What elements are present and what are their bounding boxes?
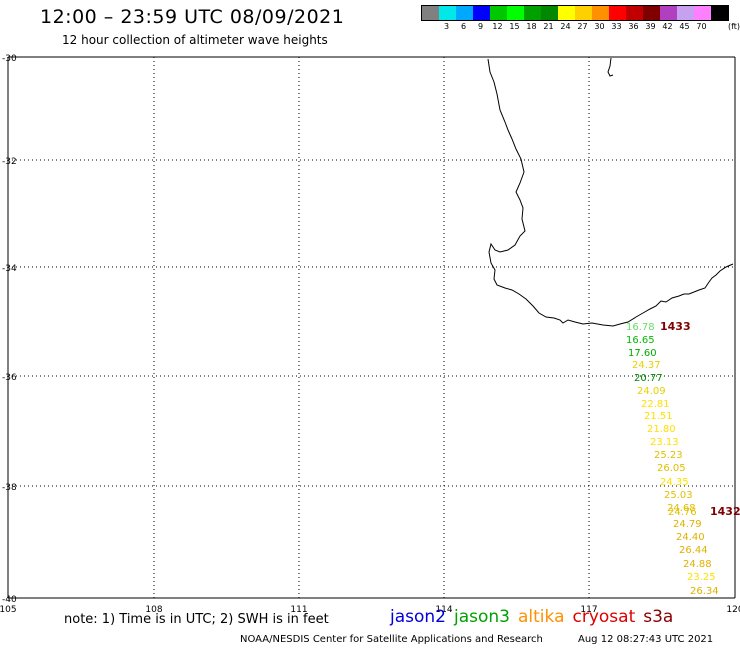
legend-label: 36 — [628, 22, 639, 31]
longitude-label: 117 — [580, 605, 597, 615]
longitude-label: 120 — [726, 605, 740, 615]
latitude-labels: -30 -32 -34 -36 -38 -40 — [2, 54, 17, 605]
wave-height-value: 20.77 — [634, 373, 663, 384]
legend-label: 15 — [509, 22, 520, 31]
legend-label: 33 — [611, 22, 622, 31]
legend-swatch — [456, 6, 473, 20]
generated-timestamp: Aug 12 08:27:43 UTC 2021 — [578, 634, 714, 645]
legend-label: 39 — [645, 22, 656, 31]
longitude-label: 108 — [145, 605, 162, 615]
satellite-label: altika — [518, 607, 565, 627]
satellite-label: jason2 — [390, 607, 446, 627]
latitude-label: -30 — [2, 54, 17, 64]
wave-height-value: 24.68 — [667, 503, 696, 514]
legend-label: 6 — [460, 22, 467, 31]
legend-label: 42 — [662, 22, 673, 31]
legend-swatch — [524, 6, 541, 20]
longitude-label: 105 — [0, 605, 17, 615]
legend-swatch — [694, 6, 711, 20]
pass-time-label: 1432 — [710, 505, 740, 518]
legend-swatch — [609, 6, 626, 20]
wave-height-value: 24.35 — [660, 477, 689, 488]
wave-height-value: 24.09 — [637, 386, 666, 397]
wave-height-value: 16.78 — [626, 322, 655, 333]
longitude-label: 114 — [435, 605, 452, 615]
legend-swatch — [711, 6, 728, 20]
page-subtitle: 12 hour collection of altimeter wave hei… — [62, 33, 328, 47]
wave-height-value: 24.37 — [632, 360, 661, 371]
legend-label: 12 — [492, 22, 503, 31]
page-title: 12:00 – 23:59 UTC 08/09/2021 — [40, 6, 345, 28]
legend-swatch — [507, 6, 524, 20]
latitude-label: -40 — [2, 595, 17, 605]
wave-height-value: 26.34 — [690, 586, 719, 597]
legend-swatch — [660, 6, 677, 20]
wave-height-value: 25.23 — [654, 450, 683, 461]
legend-swatch — [490, 6, 507, 20]
legend-swatch — [626, 6, 643, 20]
wave-height-value: 25.03 — [664, 490, 693, 501]
wave-height-value: 17.60 — [628, 348, 657, 359]
footer-note: note: 1) Time is in UTC; 2) SWH is in fe… — [64, 612, 329, 627]
wave-height-value: 21.80 — [647, 424, 676, 435]
legend-swatch — [643, 6, 660, 20]
color-legend-labels: 3 6 9 12 15 18 21 24 27 30 33 36 39 42 45 70 — [421, 22, 727, 31]
longitude-label: 111 — [290, 605, 307, 615]
legend-unit: (ft) — [728, 22, 740, 31]
legend-swatch — [592, 6, 609, 20]
legend-swatch — [677, 6, 694, 20]
legend-label: 18 — [526, 22, 537, 31]
latitude-label: -32 — [2, 157, 17, 167]
latitude-label: -34 — [2, 264, 17, 274]
satellite-legend: jason2 jason3 altika cryosat s3a — [390, 607, 681, 627]
legend-label: 70 — [696, 22, 707, 31]
wave-height-value: 26.05 — [657, 463, 686, 474]
satellite-label: jason3 — [454, 607, 510, 627]
credits: NOAA/NESDIS Center for Satellite Applica… — [240, 634, 543, 645]
legend-swatch — [422, 6, 439, 20]
legend-label: 3 — [443, 22, 450, 31]
legend-label: 21 — [543, 22, 554, 31]
coastline-southwest-australia — [487, 58, 734, 327]
latitude-label: -36 — [2, 373, 17, 383]
wave-height-value: 16.65 — [626, 335, 655, 346]
wave-height-value: 21.51 — [644, 411, 673, 422]
coastline-island-fragment — [607, 57, 614, 77]
legend-label: 9 — [477, 22, 484, 31]
map-grid — [7, 56, 736, 599]
legend-swatch — [439, 6, 456, 20]
legend-swatch — [558, 6, 575, 20]
satellite-label: cryosat — [572, 607, 636, 627]
legend-label: 24 — [560, 22, 571, 31]
wave-height-value: 23.25 — [687, 572, 716, 583]
wave-height-value: 24.88 — [683, 559, 712, 570]
longitude-labels: 105 108 111 114 117 120 — [0, 605, 740, 615]
pass-time-labels: 1433 1432 — [660, 320, 740, 518]
wave-height-value: 24.40 — [676, 532, 705, 543]
legend-label: 27 — [577, 22, 588, 31]
legend-label: 30 — [594, 22, 605, 31]
wave-height-value: 26.44 — [679, 545, 708, 556]
wave-height-value: 24.76 — [668, 507, 697, 518]
color-legend — [421, 5, 729, 21]
latitude-label: -38 — [2, 483, 17, 493]
legend-swatch — [575, 6, 592, 20]
legend-swatch — [473, 6, 490, 20]
wave-height-value: 23.13 — [650, 437, 679, 448]
pass-time-label: 1433 — [660, 320, 691, 333]
wave-height-value: 24.79 — [673, 519, 702, 530]
satellite-label: s3a — [643, 607, 674, 627]
legend-label: 45 — [679, 22, 690, 31]
legend-swatch — [541, 6, 558, 20]
wave-height-value: 22.81 — [641, 399, 670, 410]
